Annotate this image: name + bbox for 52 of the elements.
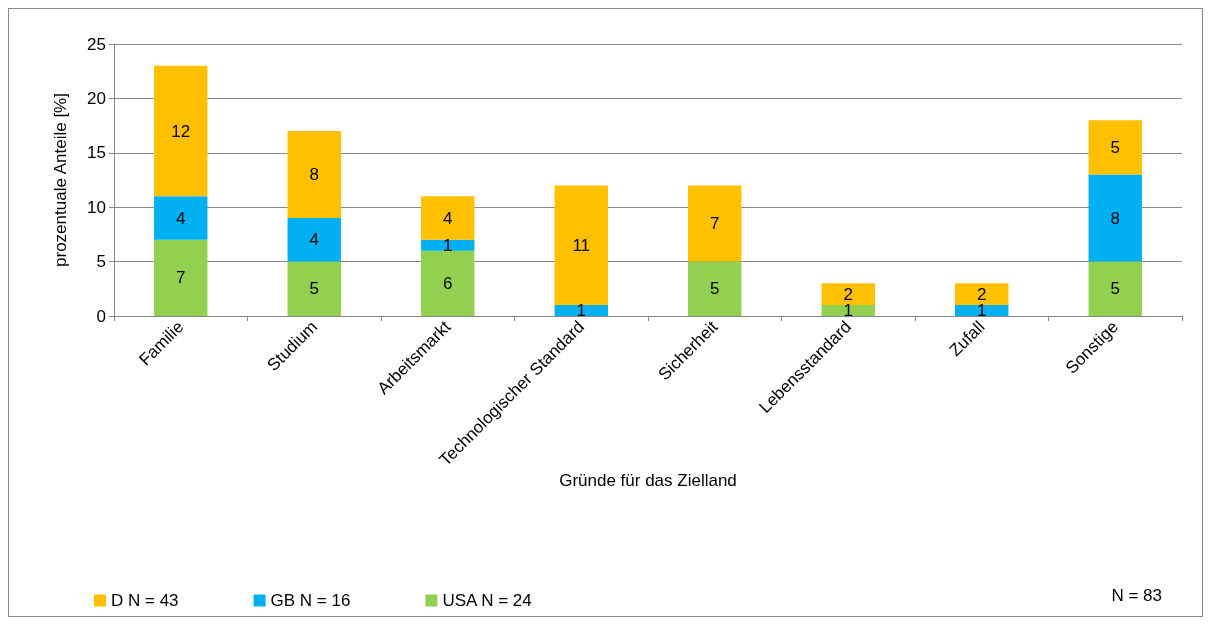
bar bbox=[287, 131, 341, 219]
data-label: 4 bbox=[443, 208, 453, 228]
data-label: 1 bbox=[843, 301, 853, 321]
bar bbox=[688, 185, 742, 262]
y-tick-label: 15 bbox=[87, 143, 106, 163]
data-label: 1 bbox=[977, 301, 987, 321]
data-label: 1 bbox=[443, 235, 453, 255]
y-tick-label: 10 bbox=[87, 197, 106, 217]
data-label: 11 bbox=[572, 235, 591, 255]
y-tick-label: 5 bbox=[96, 252, 106, 272]
x-axis-title: Gründe für das Zielland bbox=[559, 471, 737, 491]
bar bbox=[421, 196, 475, 240]
data-label: 5 bbox=[710, 279, 720, 299]
bar bbox=[554, 185, 608, 306]
bar bbox=[154, 196, 208, 240]
data-label: 5 bbox=[309, 279, 319, 299]
data-label: 5 bbox=[1110, 137, 1120, 157]
bar bbox=[287, 261, 341, 316]
bar bbox=[1088, 120, 1142, 175]
data-label: 8 bbox=[309, 165, 319, 185]
bar bbox=[1088, 261, 1142, 316]
data-label: 1 bbox=[576, 301, 586, 321]
bar bbox=[1088, 174, 1142, 262]
data-label: 7 bbox=[176, 268, 186, 288]
bar bbox=[955, 305, 1009, 316]
bar bbox=[421, 250, 475, 316]
legend-label: USA N = 24 bbox=[442, 591, 532, 610]
y-tick-label: 20 bbox=[87, 88, 106, 108]
bar bbox=[821, 283, 875, 306]
bar bbox=[154, 65, 208, 197]
data-label: 2 bbox=[843, 284, 853, 304]
y-tick-label: 0 bbox=[96, 306, 106, 326]
bar bbox=[821, 305, 875, 316]
data-label: 5 bbox=[1110, 279, 1120, 299]
bar bbox=[287, 218, 341, 262]
y-tick-label: 25 bbox=[87, 34, 106, 54]
y-axis-title: prozentuale Anteile [%] bbox=[51, 93, 70, 267]
data-label: 7 bbox=[710, 214, 720, 234]
data-label: 4 bbox=[176, 208, 186, 228]
bar bbox=[955, 283, 1009, 306]
data-label: 6 bbox=[443, 273, 453, 293]
bar bbox=[688, 261, 742, 316]
bar bbox=[421, 239, 475, 251]
data-label: 12 bbox=[171, 121, 191, 141]
bar bbox=[554, 305, 608, 316]
data-label: 4 bbox=[309, 230, 319, 250]
bar bbox=[154, 239, 208, 316]
data-label: 2 bbox=[977, 284, 987, 304]
legend-label: GB N = 16 bbox=[270, 591, 351, 610]
data-label: 8 bbox=[1110, 208, 1120, 228]
text: N = 83 bbox=[1111, 586, 1162, 605]
legend-label: D N = 43 bbox=[111, 591, 179, 610]
